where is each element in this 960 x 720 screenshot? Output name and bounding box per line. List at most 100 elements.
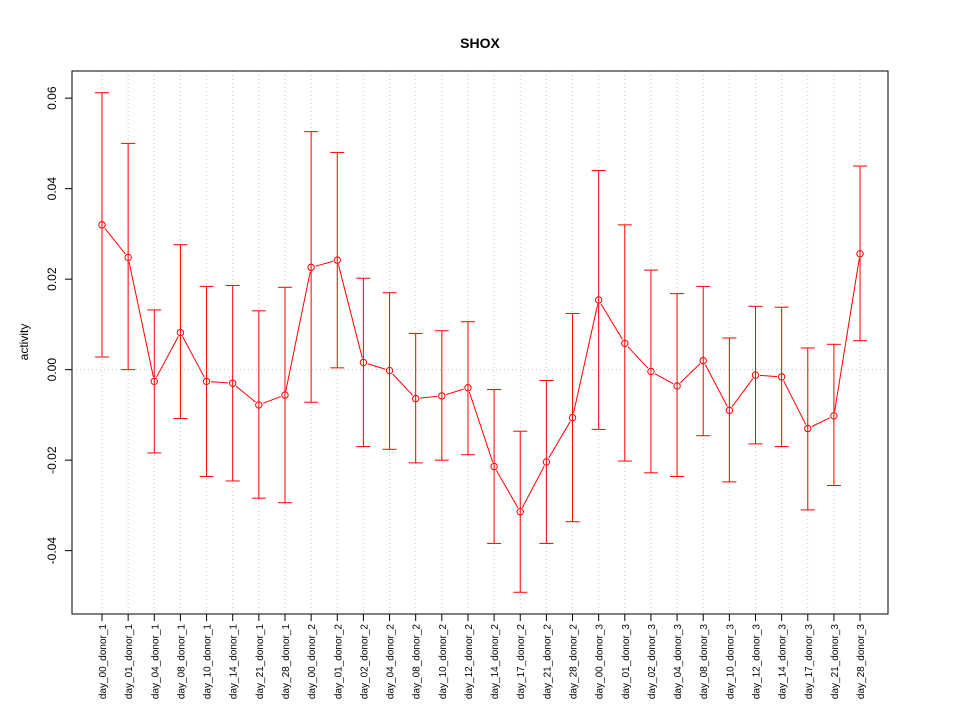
data-point xyxy=(438,392,446,400)
chart-title: SHOX xyxy=(460,35,500,51)
x-tick-label: day_01_donor_2 xyxy=(333,624,344,700)
data-point xyxy=(333,256,341,264)
data-point xyxy=(647,367,655,376)
y-tick-label: -0.04 xyxy=(45,537,59,565)
series-line-segment xyxy=(521,465,545,508)
grid xyxy=(72,71,888,614)
series-line-segment xyxy=(128,261,154,378)
data-point xyxy=(673,382,681,390)
series-line-segment xyxy=(573,304,599,414)
x-tick-label: day_12_donor_3 xyxy=(752,624,763,700)
series xyxy=(95,92,868,593)
series-line-segment xyxy=(654,373,674,385)
series-line-segment xyxy=(155,336,179,378)
series-line-segment xyxy=(235,385,256,403)
series-line-segment xyxy=(211,381,229,384)
x-tick-label: day_21_donor_1 xyxy=(255,624,266,700)
data-point xyxy=(594,296,603,304)
data-point xyxy=(411,394,420,403)
data-point xyxy=(98,221,106,229)
y-tick-label: -0.02 xyxy=(45,446,59,474)
data-point xyxy=(255,401,263,409)
series-line-segment xyxy=(548,421,571,459)
data-point xyxy=(568,413,577,422)
x-tick-label: day_10_donor_2 xyxy=(438,624,449,700)
x-tick-label: day_04_donor_3 xyxy=(673,624,684,700)
series-line-segment xyxy=(627,346,649,369)
data-point xyxy=(385,366,394,375)
data-point xyxy=(804,424,812,433)
data-point xyxy=(307,263,315,272)
x-tick-label: day_00_donor_3 xyxy=(595,624,606,700)
x-tick-label: day_21_donor_2 xyxy=(542,624,553,700)
x-tick-label: day_08_donor_2 xyxy=(412,624,423,700)
data-point xyxy=(124,253,132,262)
series-line-segment xyxy=(600,303,623,340)
data-point xyxy=(516,508,524,516)
x-tick-label: day_04_donor_1 xyxy=(150,624,161,700)
series-line-segment xyxy=(104,228,126,255)
data-point xyxy=(751,371,760,379)
data-point xyxy=(202,377,211,386)
x-tick-label: day_08_donor_1 xyxy=(176,624,187,700)
y-axis: -0.04 -0.02 0.00 0.02 0.04 0.06 xyxy=(45,86,72,564)
data-point xyxy=(542,458,551,466)
data-point xyxy=(699,356,707,365)
series-line-segment xyxy=(783,380,807,425)
x-tick-label: day_00_donor_2 xyxy=(307,624,318,700)
data-point xyxy=(621,339,629,348)
series-line-segment xyxy=(834,258,860,412)
data-point xyxy=(176,328,185,337)
x-tick-label: day_14_donor_1 xyxy=(229,624,240,700)
series-line-segment xyxy=(315,260,334,267)
x-tick-label: day_28_donor_2 xyxy=(569,624,580,700)
series-line-segment xyxy=(731,378,754,408)
x-tick-label: day_01_donor_1 xyxy=(124,624,135,700)
series-line-segment xyxy=(811,417,831,427)
x-tick-label: day_01_donor_3 xyxy=(621,624,632,700)
data-point xyxy=(229,379,237,387)
data-point xyxy=(830,412,838,420)
series-line-segment xyxy=(445,388,464,396)
y-axis-label: activity xyxy=(17,324,31,361)
series-line-segment xyxy=(468,391,494,463)
series-line-segment xyxy=(704,364,728,407)
series-line-segment xyxy=(759,374,778,378)
data-point xyxy=(359,358,368,367)
y-tick-label: 0.00 xyxy=(45,358,59,382)
series-line-segment xyxy=(337,264,363,359)
x-tick-label: day_14_donor_2 xyxy=(490,624,501,700)
x-tick-label: day_28_donor_1 xyxy=(281,624,292,700)
plot-frame xyxy=(71,70,889,615)
x-tick-label: day_21_donor_3 xyxy=(830,624,841,700)
data-point xyxy=(777,373,786,381)
series-line-segment xyxy=(679,363,701,384)
series-line-segment xyxy=(285,271,311,391)
data-point xyxy=(725,406,734,415)
series-line-segment xyxy=(262,396,281,404)
series-line-segment xyxy=(495,470,519,509)
x-tick-label: day_17_donor_2 xyxy=(516,624,527,700)
x-tick-label: day_12_donor_2 xyxy=(464,624,475,700)
y-tick-label: 0.06 xyxy=(45,86,59,110)
data-point xyxy=(150,377,158,386)
data-point xyxy=(856,250,864,258)
x-tick-label: day_02_donor_2 xyxy=(359,624,370,700)
y-tick-label: 0.02 xyxy=(45,267,59,291)
data-point xyxy=(281,391,289,399)
x-axis: day_00_donor_1 day_01_donor_1 day_04_donor… xyxy=(98,614,867,699)
series-line-segment xyxy=(420,395,438,399)
x-tick-label: day_10_donor_1 xyxy=(203,624,214,700)
series-line-segment xyxy=(367,363,386,370)
data-point xyxy=(490,462,498,471)
series-line-segment xyxy=(182,336,205,378)
x-tick-label: day_02_donor_3 xyxy=(647,624,658,700)
x-tick-label: day_28_donor_3 xyxy=(856,624,867,700)
x-tick-label: day_04_donor_2 xyxy=(386,624,397,700)
x-tick-label: day_10_donor_3 xyxy=(725,624,736,700)
x-tick-label: day_14_donor_3 xyxy=(778,624,789,700)
x-tick-label: day_08_donor_3 xyxy=(699,624,710,700)
data-point xyxy=(464,384,472,392)
x-tick-label: day_17_donor_3 xyxy=(804,624,815,700)
